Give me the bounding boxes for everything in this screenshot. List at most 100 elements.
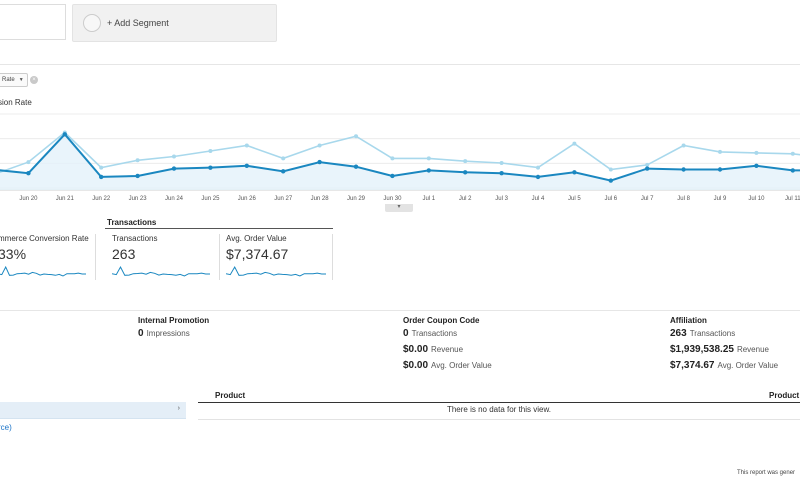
order-coupon-revenue: $0.00 Revenue: [403, 344, 464, 355]
data-point[interactable]: [208, 149, 213, 153]
column-header-product[interactable]: Product: [215, 391, 246, 400]
column-header-product-revenue[interactable]: Product I: [769, 391, 800, 400]
data-point[interactable]: [171, 166, 177, 171]
order-coupon-transactions: 0 Transactions: [403, 328, 458, 339]
affiliation-avg-order-value: $7,374.67 Avg. Order Value: [670, 360, 779, 371]
data-point[interactable]: [281, 169, 286, 174]
series-line-1: [0, 132, 800, 182]
chevron-right-icon: ›: [177, 405, 180, 412]
x-tick-label: Jun 25: [201, 196, 220, 202]
data-point[interactable]: [317, 159, 322, 165]
data-point[interactable]: [499, 171, 504, 176]
data-point[interactable]: [572, 141, 577, 146]
data-point[interactable]: [99, 174, 104, 180]
data-point[interactable]: [754, 163, 759, 168]
no-data-message: There is no data for this view.: [198, 404, 800, 420]
data-point[interactable]: [244, 143, 249, 148]
card-label: Transactions: [112, 234, 158, 243]
data-point[interactable]: [390, 156, 395, 161]
data-point[interactable]: [26, 160, 31, 165]
x-tick-label: Jun 23: [129, 196, 148, 202]
summary-tab-underline: [105, 228, 333, 229]
metric-dropdown-value: Rate: [2, 77, 15, 83]
line-chart: Jun 20 Jun 21 Jun 22 Jun 23 Jun 24 Jun 25 Jun …: [0, 108, 800, 212]
data-point[interactable]: [790, 151, 795, 156]
data-point[interactable]: [317, 143, 322, 148]
x-tick-label: Jul 6: [604, 196, 617, 202]
sparkline-path: [226, 265, 326, 277]
line-chart-svg: Jun 20 Jun 21 Jun 22 Jun 23 Jun 24 Jun 25 Jun …: [0, 113, 800, 202]
x-tick-label: Jun 30: [383, 196, 402, 202]
divider: [95, 234, 96, 280]
chart-collapse-handle[interactable]: ▾: [385, 204, 413, 212]
metric-dropdown[interactable]: Rate ▼: [0, 73, 28, 87]
data-point[interactable]: [208, 165, 213, 170]
divider: [0, 64, 800, 65]
segment-placeholder-icon: [83, 14, 101, 32]
data-point[interactable]: [135, 173, 140, 179]
data-point[interactable]: [718, 149, 722, 154]
data-point[interactable]: [135, 158, 140, 163]
card-transactions[interactable]: Transactions 263: [112, 234, 214, 280]
x-tick-label: Jul 3: [495, 196, 508, 202]
data-point[interactable]: [463, 159, 468, 164]
card-label: mmerce Conversion Rate: [0, 234, 89, 243]
card-conversion-rate[interactable]: mmerce Conversion Rate 33%: [0, 234, 90, 280]
data-point[interactable]: [754, 150, 759, 155]
x-tick-label: Jun 28: [311, 196, 330, 202]
data-point[interactable]: [99, 165, 104, 170]
data-point[interactable]: [790, 168, 795, 173]
sparkline-path: [0, 265, 86, 277]
data-point[interactable]: [681, 167, 686, 172]
data-point[interactable]: [426, 156, 431, 161]
data-point[interactable]: [645, 162, 650, 167]
data-point[interactable]: [535, 174, 541, 180]
data-point[interactable]: [353, 164, 359, 169]
series-label: sion Rate: [0, 98, 32, 107]
card-label: Avg. Order Value: [226, 234, 287, 243]
card-value: 33%: [0, 246, 27, 262]
data-point[interactable]: [426, 168, 431, 173]
source-link[interactable]: rce): [0, 423, 12, 432]
x-tick-label: Jun 29: [347, 196, 366, 202]
card-value: $7,374.67: [226, 246, 289, 262]
x-tick-label: Jul 9: [714, 196, 727, 202]
data-point[interactable]: [608, 178, 613, 183]
data-point[interactable]: [717, 167, 723, 172]
x-tick-label: Jul 7: [641, 196, 654, 202]
data-point[interactable]: [62, 132, 67, 137]
x-tick-label: Jul 2: [459, 196, 472, 202]
data-point[interactable]: [536, 165, 540, 170]
data-point[interactable]: [608, 167, 613, 172]
card-value: 263: [112, 246, 136, 262]
data-point[interactable]: [244, 163, 249, 168]
product-table-header: Product Product I: [198, 390, 800, 403]
data-point[interactable]: [463, 170, 468, 175]
add-segment-button[interactable]: + Add Segment: [72, 4, 277, 42]
internal-promotion-title: Internal Promotion: [138, 316, 210, 325]
data-point[interactable]: [26, 171, 31, 176]
x-tick-label: Jul 1: [422, 196, 435, 202]
data-point[interactable]: [390, 173, 395, 179]
data-point[interactable]: [354, 134, 358, 139]
x-tick-label: Jun 24: [165, 196, 184, 202]
data-point[interactable]: [645, 166, 650, 171]
clear-metric-icon[interactable]: ×: [30, 76, 38, 84]
x-tick-label: Jul 4: [532, 196, 545, 202]
x-tick-label: Jun 21: [56, 196, 75, 202]
internal-promotion-impressions: 0 Impressions: [138, 328, 190, 339]
data-point[interactable]: [281, 156, 286, 161]
divider: [332, 234, 333, 280]
footer-note: This report was gener: [737, 470, 796, 476]
segment-all-users[interactable]: [0, 4, 66, 40]
affiliation-title: Affiliation: [670, 316, 707, 325]
summary-tab-transactions[interactable]: Transactions: [107, 218, 157, 227]
data-point[interactable]: [681, 143, 686, 148]
card-avg-order-value[interactable]: Avg. Order Value $7,374.67: [226, 234, 330, 280]
left-nav-item-selected[interactable]: ›: [0, 402, 186, 419]
data-point[interactable]: [172, 154, 176, 159]
data-point[interactable]: [572, 170, 577, 175]
data-point[interactable]: [499, 161, 504, 166]
sparkline: [0, 265, 86, 277]
series-area: [0, 134, 800, 190]
